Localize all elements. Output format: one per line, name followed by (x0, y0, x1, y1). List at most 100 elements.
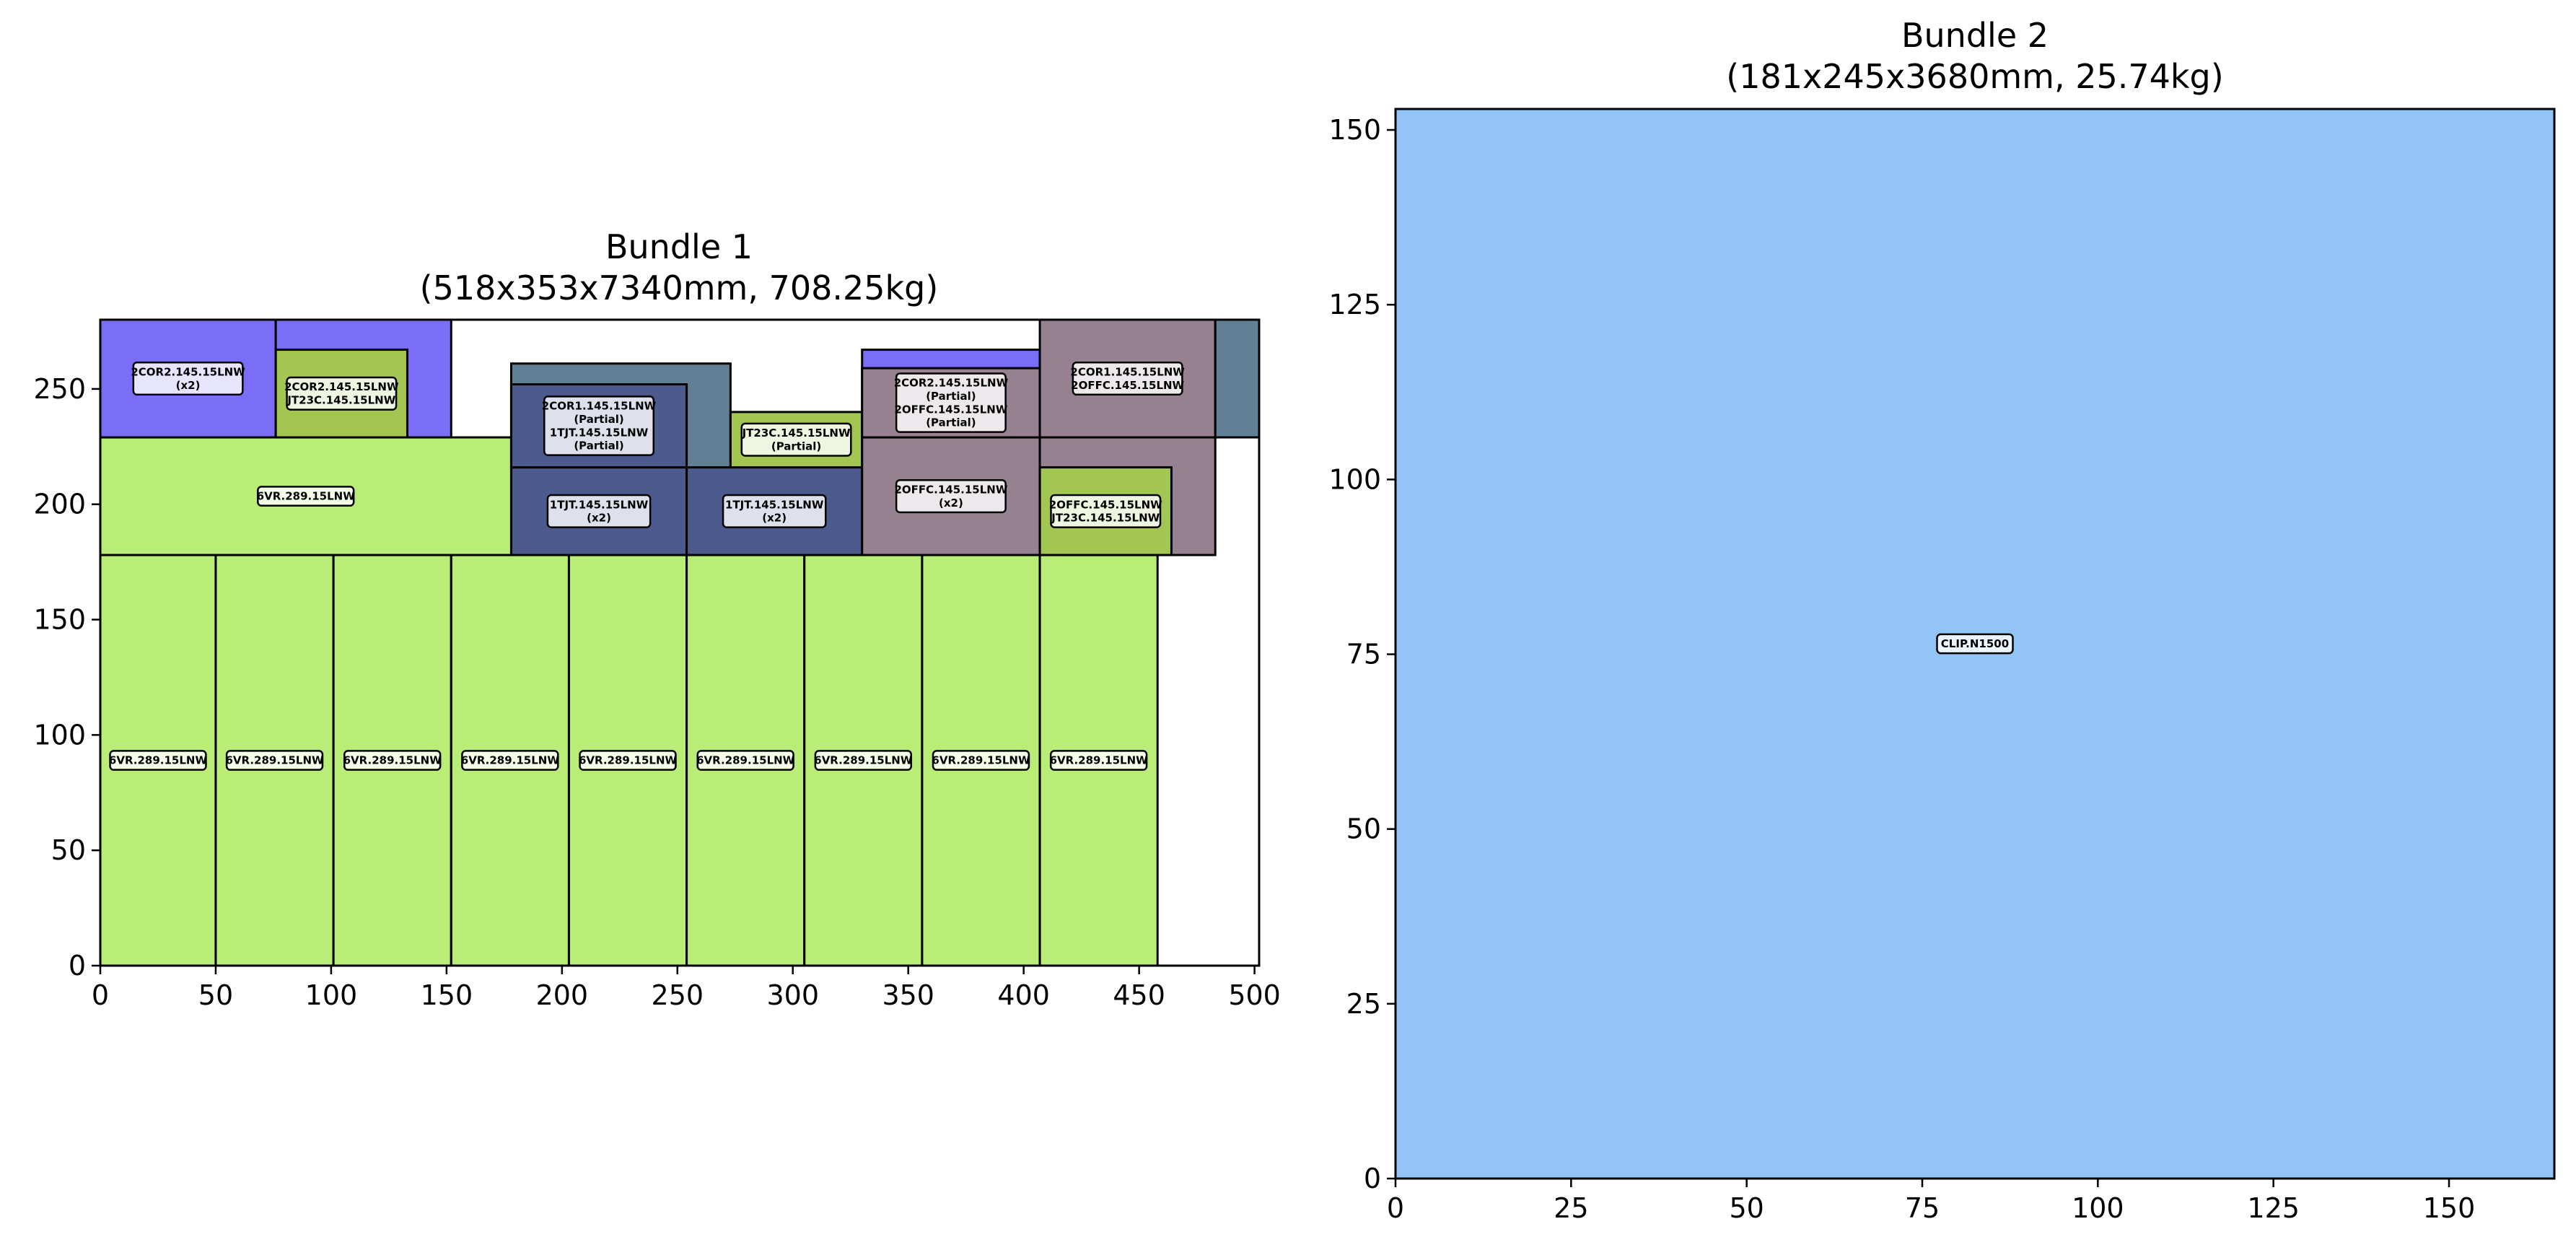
y-tick-label: 200 (33, 489, 86, 520)
item-label: 2COR2.145.15LNW (Partial) 2OFFC.145.15LNW(… (894, 372, 1009, 433)
item-label-text: 6VR.289.15LNW (932, 754, 1030, 767)
label-group: CLIP.N1500 (1936, 633, 2014, 655)
item-label-box (546, 494, 652, 528)
item-label-text: 2COR2.145.15LNW (Partial) 2OFFC.145.15LNW(… (894, 377, 1009, 429)
item-label-text: 1TJT.145.15LNW (x2) (550, 498, 649, 524)
x-tick-label: 0 (1387, 1192, 1404, 1224)
item-label-text: 6VR.289.15LNW (109, 754, 208, 767)
x-tick-label: 350 (882, 979, 934, 1011)
item-label-box (722, 494, 827, 528)
item-label-text: 6VR.289.15LNW (225, 754, 324, 767)
x-tick-label: 500 (1228, 979, 1281, 1011)
item-label-box (109, 750, 207, 771)
item-label-box (257, 486, 355, 507)
item-label-text: 1TJT.145.15LNW (x2) (725, 498, 824, 524)
x-tick-label: 150 (421, 979, 473, 1011)
item-label-box (543, 395, 655, 456)
item-label-box (461, 750, 559, 771)
item-label: 1TJT.145.15LNW (x2) (546, 494, 652, 528)
x-tick-label: 400 (997, 979, 1050, 1011)
item-label-box (740, 422, 852, 457)
x-tick-label: 300 (766, 979, 819, 1011)
item-label: 6VR.289.15LNW (343, 750, 442, 771)
item-label-text: 2COR1.145.15LNW 2OFFC.145.15LNW (1070, 365, 1185, 391)
item-label: 2COR1.145.15LNW (Partial) 1TJT.145.15LNW (P… (542, 395, 657, 456)
item-label-text: 6VR.289.15LNW (343, 754, 442, 767)
x-tick-label: 0 (92, 979, 109, 1011)
y-tick-label: 100 (33, 719, 86, 751)
plot-frame (99, 318, 1261, 967)
item-label: 6VR.289.15LNW (1049, 750, 1149, 771)
y-tick-label: 100 (1328, 463, 1381, 495)
y-tick-label: 150 (33, 604, 86, 636)
item-label-box (1072, 361, 1183, 396)
bundle-1-rect-22 (1214, 318, 1261, 439)
item-label-box (343, 750, 442, 771)
y-tick-label: 0 (1364, 1163, 1381, 1194)
plot-frame (1394, 108, 2556, 1180)
chart-title-line2: (518x353x7340mm, 708.25kg) (420, 268, 939, 307)
item-label: 6VR.289.15LNW (461, 750, 559, 771)
x-tick-label: 50 (1729, 1192, 1764, 1224)
item-label: 6VR.289.15LNW (814, 750, 913, 771)
item-label: 6VR.289.15LNW (579, 750, 678, 771)
item-label: 6VR.289.15LNW (696, 750, 795, 771)
item-label: CLIP.N1500 (1936, 633, 2014, 655)
x-tick-label: 50 (198, 979, 233, 1011)
x-tick-label: 75 (1905, 1192, 1940, 1224)
item-label: 6VR.289.15LNW (109, 750, 208, 771)
item-label-box (895, 372, 1007, 433)
x-axis: 0 50 100 150 200 250 300 350 400 450 500 (92, 966, 1281, 1011)
bundle-1-panel: Bundle 1 (518x353x7340mm, 708.25kg) 6VR.… (33, 227, 1280, 1011)
item-label-box (814, 750, 913, 771)
item-label-text: 2COR2.145.15LNW JT23C.145.15LNW (284, 380, 399, 406)
x-tick-label: 125 (2247, 1192, 2300, 1224)
item-label-text: 6VR.289.15LNW (257, 490, 356, 503)
rect-group (99, 318, 1261, 967)
chart-title-line1: Bundle 2 (1901, 16, 2049, 55)
y-tick-label: 50 (1346, 813, 1381, 845)
y-tick-label: 250 (33, 373, 86, 405)
item-label-text: 2COR1.145.15LNW (Partial) 1TJT.145.15LNW (P… (542, 400, 657, 453)
item-label: 6VR.289.15LNW (225, 750, 324, 771)
chart-title-line1: Bundle 1 (605, 227, 753, 266)
item-label-box (1936, 633, 2014, 655)
x-tick-label: 100 (305, 979, 358, 1011)
item-label: 6VR.289.15LNW (257, 486, 356, 507)
item-label: 2COR1.145.15LNW 2OFFC.145.15LNW (1070, 361, 1185, 396)
y-tick-label: 150 (1328, 114, 1381, 146)
label-group: 6VR.289.15LNW 6VR.289.15LNW 6VR.289.15LNW 6… (109, 361, 1185, 771)
y-axis: 0 25 50 75 100 125 150 (1328, 114, 1396, 1194)
item-label: 6VR.289.15LNW (932, 750, 1030, 771)
item-label-box (225, 750, 324, 771)
bundle-2-panel: Bundle 2 (181x245x3680mm, 25.74kg) CLIP.… (1328, 16, 2556, 1224)
x-tick-label: 25 (1554, 1192, 1588, 1224)
item-label-text: JT23C.145.15LNW (Partial) (742, 427, 851, 453)
item-label-text: 2OFFC.145.15LNW JT23C.145.15LNW (1049, 498, 1162, 524)
item-label: 2OFFC.145.15LNW (x2) (894, 478, 1008, 514)
x-tick-label: 100 (2072, 1192, 2124, 1224)
item-label-text: 6VR.289.15LNW (579, 754, 678, 767)
item-label: 2COR2.145.15LNW (x2) (131, 361, 245, 396)
item-label-text: 6VR.289.15LNW (1050, 754, 1149, 767)
x-tick-label: 450 (1113, 979, 1165, 1011)
item-label-box (1049, 750, 1148, 771)
y-tick-label: 125 (1328, 289, 1381, 320)
item-label-box (579, 750, 677, 771)
y-tick-label: 0 (69, 950, 86, 982)
x-tick-label: 200 (536, 979, 589, 1011)
item-label-text: 6VR.289.15LNW (814, 754, 913, 767)
item-label: 1TJT.145.15LNW (x2) (722, 494, 827, 528)
item-label-box (1050, 494, 1162, 528)
item-label-box (286, 376, 398, 411)
y-axis: 0 50 100 150 200 250 (33, 373, 100, 982)
item-label: 2OFFC.145.15LNW JT23C.145.15LNW (1049, 494, 1162, 528)
item-label-text: 6VR.289.15LNW (696, 754, 795, 767)
y-tick-label: 50 (51, 834, 86, 866)
chart-title-line2: (181x245x3680mm, 25.74kg) (1726, 57, 2223, 96)
item-label-text: 2OFFC.145.15LNW (x2) (894, 483, 1007, 509)
item-label: JT23C.145.15LNW (Partial) (740, 422, 852, 457)
x-tick-label: 250 (652, 979, 704, 1011)
y-tick-label: 25 (1346, 988, 1381, 1020)
item-label-text: CLIP.N1500 (1941, 637, 2009, 650)
